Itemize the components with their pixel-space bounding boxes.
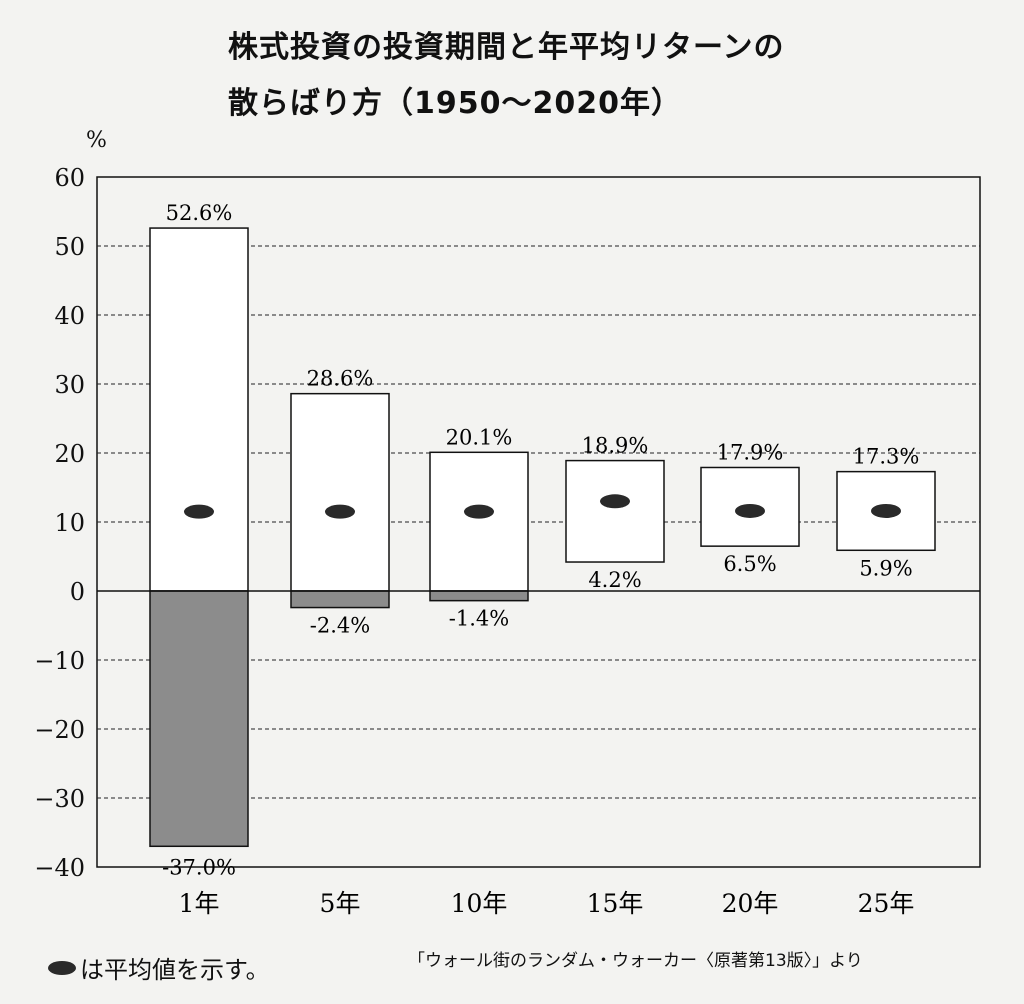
- x-tick-label: 25年: [858, 889, 915, 918]
- max-label: 28.6%: [307, 367, 374, 391]
- bar-positive: [149, 227, 249, 592]
- source-note: 「ウォール街のランダム・ウォーカー〈原著第13版〉」より: [408, 951, 863, 971]
- y-tick-label: 20: [54, 440, 85, 468]
- bar-negative: [429, 590, 529, 602]
- bar-negative: [290, 590, 390, 609]
- mean-marker-icon: [48, 960, 76, 975]
- max-label: 17.9%: [717, 440, 784, 464]
- min-label: -2.4%: [310, 614, 370, 638]
- bar-negative: [149, 590, 249, 848]
- x-tick-label: 10年: [451, 889, 508, 918]
- mean-marker: [871, 503, 901, 518]
- chart-title-line1: 株式投資の投資期間と年平均リターンの: [228, 30, 785, 65]
- chart-title-line2: 散らばり方（1950〜2020年）: [228, 86, 682, 121]
- legend-text: は平均値を示す。: [80, 956, 270, 984]
- min-label: -1.4%: [449, 607, 509, 631]
- mean-marker: [735, 503, 765, 518]
- min-label: 4.2%: [588, 568, 641, 592]
- mean-marker: [600, 494, 630, 509]
- legend: は平均値を示す。: [48, 950, 270, 985]
- x-tick-label: 1年: [179, 889, 220, 918]
- min-label: -37.0%: [162, 855, 236, 879]
- mean-marker: [464, 504, 494, 519]
- x-tick-label: 5年: [320, 889, 361, 918]
- max-label: 52.6%: [166, 201, 233, 225]
- y-tick-label: 0: [70, 578, 85, 606]
- y-tick-label: 40: [54, 302, 85, 330]
- bar-positive: [429, 451, 529, 592]
- y-tick-label: 30: [54, 371, 85, 399]
- y-tick-label: −10: [34, 647, 85, 675]
- y-tick-label: −20: [34, 716, 85, 744]
- mean-marker: [325, 504, 355, 519]
- bar-positive: [290, 392, 390, 592]
- y-tick-label: 10: [54, 509, 85, 537]
- min-label: 6.5%: [723, 552, 776, 576]
- bar-range: [565, 459, 665, 563]
- max-label: 17.3%: [853, 445, 920, 469]
- mean-marker: [184, 504, 214, 519]
- x-tick-label: 20年: [722, 889, 779, 918]
- x-tick-label: 15年: [587, 889, 644, 918]
- y-axis-unit: %: [86, 128, 107, 153]
- y-tick-label: 50: [54, 233, 85, 261]
- max-label: 20.1%: [446, 425, 513, 449]
- y-tick-label: −40: [34, 854, 85, 882]
- y-tick-label: 60: [54, 164, 85, 192]
- y-tick-label: −30: [34, 785, 85, 813]
- max-label: 18.9%: [582, 434, 649, 458]
- min-label: 5.9%: [859, 556, 912, 580]
